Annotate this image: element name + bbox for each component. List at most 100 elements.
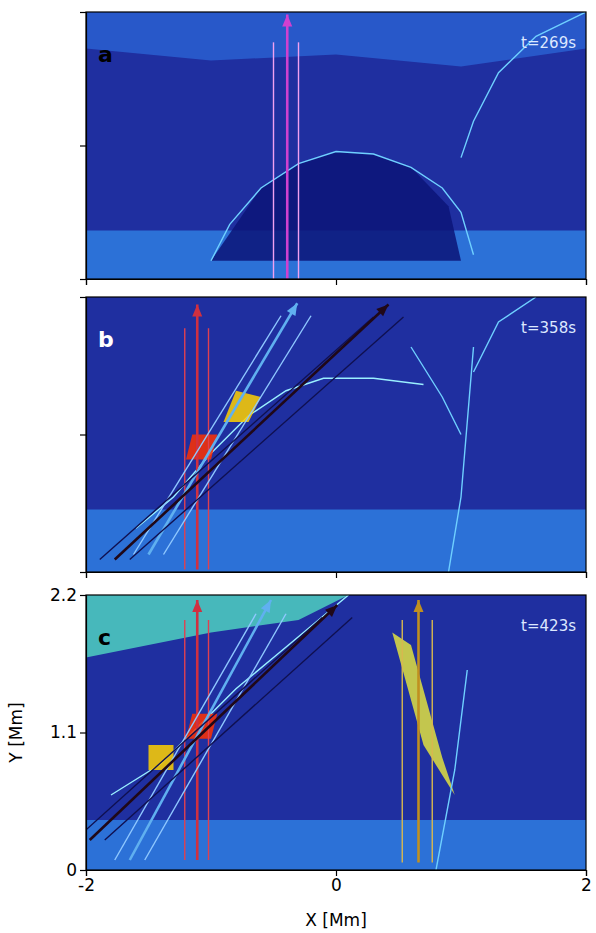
x-axis [87, 279, 587, 285]
tick-label: 2.2 [50, 585, 77, 605]
plot-marks [86, 595, 586, 870]
tick [586, 572, 587, 578]
tick-mark [80, 732, 86, 733]
arrow [192, 305, 202, 570]
tick-label: 0 [331, 875, 342, 895]
tick: 0 [66, 860, 86, 880]
tick [80, 572, 86, 573]
structure-line [134, 316, 282, 555]
x-axis-title: X [Mm] [305, 910, 367, 930]
tick-label: 2 [581, 875, 592, 895]
panel: b t=358s [80, 297, 587, 578]
tick-mark [586, 572, 587, 578]
tick-mark [80, 870, 86, 871]
tick [80, 279, 86, 280]
structure-line [86, 618, 322, 841]
tick-mark [80, 297, 86, 298]
x-axis [87, 572, 587, 578]
arrow-head [192, 600, 202, 612]
axis-line [87, 280, 587, 286]
arrow-shaft [115, 305, 389, 560]
tick-mark [80, 279, 86, 280]
structure-line [461, 12, 586, 158]
panel: at=269s [80, 12, 587, 285]
figure: at=269sbt=358s-20201.12.2ct=423sX [Mm]Y … [0, 0, 596, 933]
tick-mark [80, 595, 86, 596]
tick [80, 146, 86, 147]
region [149, 745, 174, 770]
tick-mark [586, 279, 587, 285]
arrow-shaft [149, 303, 298, 554]
region [86, 820, 586, 870]
arrow-head [261, 600, 271, 613]
axis-line [80, 596, 87, 871]
plot-frame [86, 12, 586, 279]
structure-line [184, 328, 185, 569]
structure-line [208, 328, 209, 569]
structure-line [411, 347, 461, 435]
tick [336, 279, 337, 285]
tick: 0 [331, 870, 342, 895]
arrow-shaft [90, 605, 338, 840]
plot-background [86, 297, 586, 572]
tick: 2.2 [50, 585, 86, 605]
arrow [115, 305, 389, 560]
tick-mark [336, 572, 337, 578]
tick [80, 12, 86, 13]
tick [80, 435, 86, 436]
structure-line [115, 614, 256, 860]
tick-label: 1.1 [50, 722, 77, 742]
tick-label: 0 [66, 860, 77, 880]
structure-line [130, 317, 404, 560]
region [86, 595, 349, 658]
arrow-head [376, 305, 388, 317]
panel-letter: b [98, 327, 114, 352]
arrow-head [282, 14, 292, 26]
region [86, 510, 586, 573]
tick [586, 279, 587, 285]
structure-line [105, 618, 353, 841]
structure-line [100, 317, 374, 560]
structure-line [432, 620, 433, 863]
tick: 2 [581, 870, 592, 895]
y-axis [80, 298, 87, 573]
tick-mark [80, 145, 86, 146]
structure-line [145, 614, 286, 860]
structure-line [211, 152, 474, 261]
structure-line [436, 670, 467, 870]
arrow-head [192, 305, 202, 317]
arrow [414, 600, 424, 863]
y-axis [80, 13, 87, 280]
plot-frame [86, 595, 586, 870]
arrow-shaft [130, 600, 271, 860]
time-label: t=358s [521, 319, 576, 337]
panel-letter: a [98, 42, 113, 67]
region [211, 152, 461, 261]
tick [336, 572, 337, 578]
plot-marks [86, 12, 586, 279]
arrow-head [287, 303, 297, 316]
structure-line [273, 42, 274, 279]
arrow-shaft [286, 14, 289, 279]
arrow [130, 600, 271, 860]
arrow [149, 303, 298, 554]
axis-line [80, 13, 87, 280]
panel-letter: c [98, 625, 111, 650]
tick-mark [80, 12, 86, 13]
time-label: t=423s [521, 617, 576, 635]
panel: -20201.12.2ct=423s [50, 585, 592, 895]
tick [80, 297, 86, 298]
tick-mark [80, 434, 86, 435]
arrow-shaft [196, 305, 199, 570]
structure-line [298, 42, 299, 279]
tick: 1.1 [50, 722, 86, 742]
plot-background [86, 12, 586, 279]
structure-line [449, 347, 474, 572]
tick-label: -2 [78, 875, 95, 895]
tick-mark [80, 572, 86, 573]
x-axis: -2 0 2 [78, 870, 592, 895]
arrow-shaft [417, 600, 420, 863]
axis-line [80, 298, 87, 573]
y-axis-title: Y [Mm] [6, 702, 26, 763]
arrow-head [414, 600, 424, 612]
